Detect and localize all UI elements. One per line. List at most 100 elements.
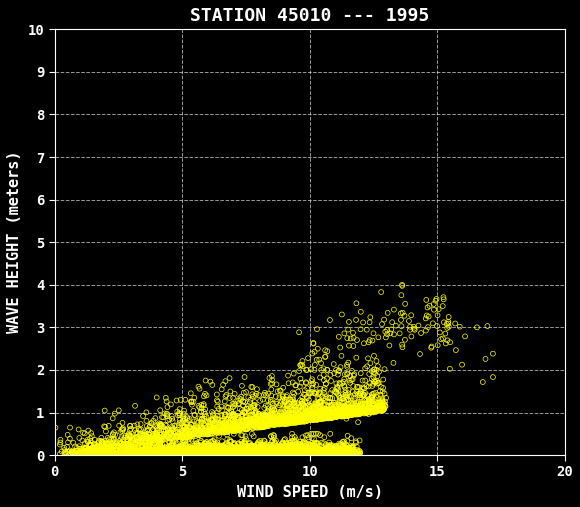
Point: [200, 448, 209, 456]
Point: [195, 403, 204, 411]
Point: [222, 451, 231, 459]
Point: [208, 444, 217, 452]
Point: [280, 436, 289, 444]
Point: [152, 450, 161, 458]
Point: [242, 450, 252, 458]
Point: [125, 446, 134, 454]
Point: [167, 423, 176, 431]
Point: [237, 449, 246, 457]
Point: [297, 447, 306, 455]
Point: [144, 433, 153, 441]
Point: [139, 449, 148, 457]
Point: [342, 403, 351, 411]
Point: [193, 431, 202, 439]
Point: [337, 448, 346, 456]
Point: [277, 420, 287, 428]
Point: [136, 446, 146, 454]
Point: [138, 431, 147, 440]
Point: [302, 449, 311, 457]
Point: [264, 420, 273, 428]
Point: [224, 451, 234, 459]
Point: [191, 449, 200, 457]
Point: [233, 409, 242, 417]
Point: [258, 447, 267, 455]
Point: [238, 448, 247, 456]
Point: [294, 450, 303, 458]
Point: [291, 409, 300, 417]
Point: [371, 378, 380, 386]
Point: [174, 450, 183, 458]
Point: [267, 413, 277, 421]
Point: [356, 308, 365, 316]
Point: [251, 451, 260, 459]
Point: [303, 446, 313, 454]
Point: [81, 445, 90, 453]
Point: [334, 448, 343, 456]
Point: [263, 448, 273, 456]
Point: [303, 451, 313, 459]
Point: [289, 418, 298, 426]
Point: [165, 448, 175, 456]
Point: [357, 409, 367, 417]
Point: [130, 434, 139, 443]
Point: [266, 449, 275, 457]
Point: [295, 451, 304, 459]
Point: [310, 440, 319, 448]
Point: [98, 448, 107, 456]
Point: [304, 451, 314, 459]
Point: [329, 360, 338, 368]
Point: [88, 444, 97, 452]
Point: [322, 449, 331, 457]
Point: [175, 450, 184, 458]
Point: [197, 451, 206, 459]
Point: [222, 449, 231, 457]
Point: [295, 418, 305, 426]
Point: [177, 430, 187, 439]
Point: [288, 448, 297, 456]
Point: [316, 448, 325, 456]
Point: [117, 433, 126, 442]
Point: [339, 378, 349, 386]
Point: [236, 395, 245, 404]
Point: [311, 413, 321, 421]
Point: [158, 448, 168, 456]
Point: [179, 423, 188, 431]
Point: [162, 451, 172, 459]
Point: [125, 441, 135, 449]
Point: [280, 398, 289, 406]
Point: [270, 449, 279, 457]
Point: [314, 445, 324, 453]
Point: [85, 446, 95, 454]
Point: [260, 446, 270, 454]
Point: [349, 446, 358, 454]
Point: [279, 419, 288, 427]
Point: [299, 415, 309, 423]
Point: [288, 437, 298, 445]
Point: [352, 299, 361, 307]
Point: [303, 448, 313, 456]
Point: [102, 451, 111, 459]
Point: [306, 450, 315, 458]
Point: [261, 418, 270, 426]
Point: [306, 410, 316, 418]
Point: [242, 416, 252, 424]
Point: [117, 451, 126, 459]
Point: [231, 449, 241, 457]
Point: [165, 426, 174, 434]
Point: [329, 406, 338, 414]
Point: [361, 376, 370, 384]
Point: [143, 448, 153, 456]
Point: [360, 408, 369, 416]
Point: [248, 450, 257, 458]
Point: [167, 444, 176, 452]
Point: [145, 446, 154, 454]
Point: [229, 426, 238, 434]
Point: [238, 449, 247, 457]
Point: [218, 446, 227, 454]
Point: [99, 448, 108, 456]
Point: [246, 450, 255, 458]
Point: [303, 407, 312, 415]
Point: [284, 448, 293, 456]
Point: [331, 450, 340, 458]
Point: [316, 431, 325, 439]
